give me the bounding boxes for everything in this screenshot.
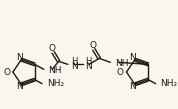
Text: NH₂: NH₂ xyxy=(160,79,177,88)
Text: O: O xyxy=(89,41,96,50)
Text: H: H xyxy=(85,57,92,66)
Text: N: N xyxy=(16,82,23,91)
Text: N: N xyxy=(85,62,92,71)
Text: N: N xyxy=(16,53,23,62)
Text: NH: NH xyxy=(48,66,62,75)
Text: N: N xyxy=(130,53,136,62)
Text: N: N xyxy=(130,82,136,91)
Text: NH₂: NH₂ xyxy=(47,79,64,88)
Text: NH: NH xyxy=(115,59,129,68)
Text: O: O xyxy=(49,44,56,53)
Text: O: O xyxy=(117,67,124,77)
Text: O: O xyxy=(3,67,10,77)
Text: H: H xyxy=(71,57,77,66)
Text: N: N xyxy=(71,62,77,71)
